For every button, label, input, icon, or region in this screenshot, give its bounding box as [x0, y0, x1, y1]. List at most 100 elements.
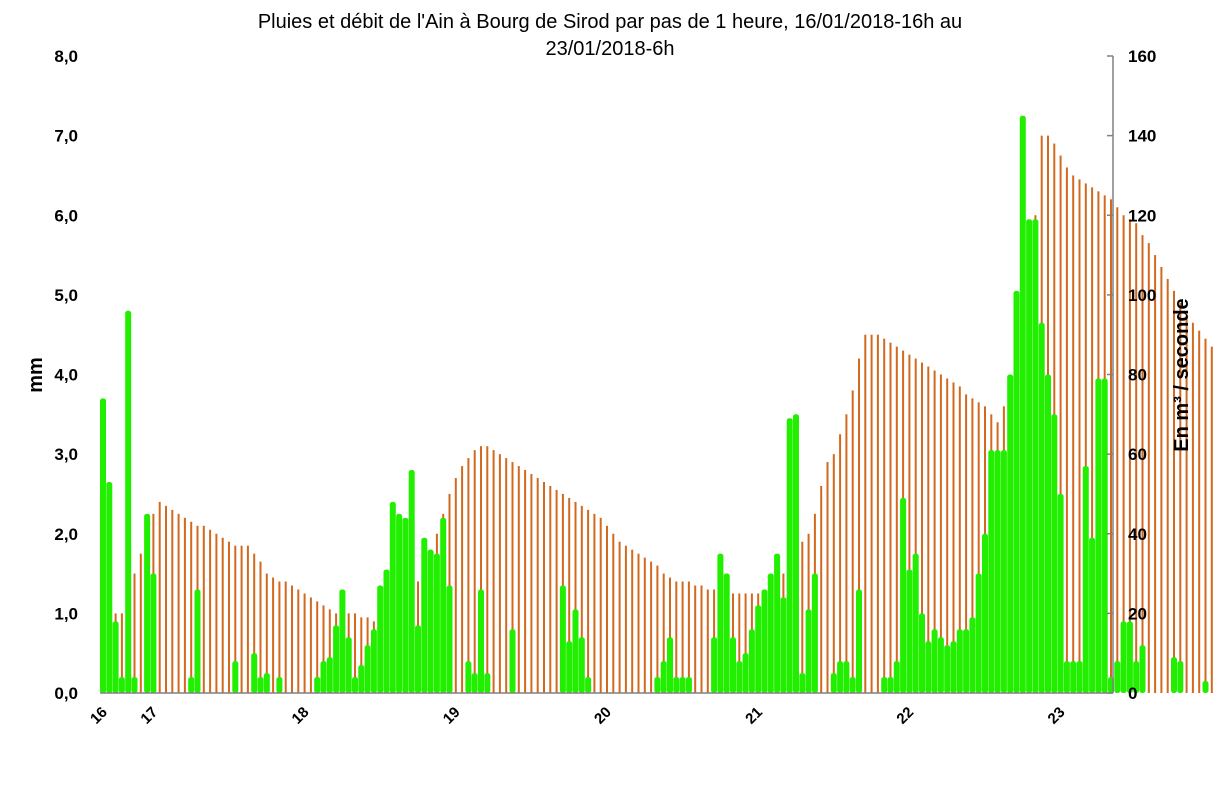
flow-bar [675, 581, 678, 693]
flow-bar [1065, 167, 1068, 694]
flow-bar [158, 501, 161, 693]
flow-bar [171, 509, 174, 693]
rain-bar [906, 569, 913, 693]
rain-bar [748, 629, 755, 693]
flow-bar [133, 573, 136, 693]
flow-bar [234, 545, 237, 693]
flow-bar [228, 541, 230, 693]
flow-bar [744, 593, 747, 693]
flow-bar [1191, 322, 1194, 693]
flow-bar [1091, 187, 1094, 693]
flow-bar [1128, 219, 1131, 694]
rain-bar [937, 637, 944, 693]
rain-bar [736, 661, 743, 693]
left-tick-label: 8,0 [54, 47, 78, 66]
right-tick-label: 20 [1128, 604, 1147, 623]
rain-bar [1032, 219, 1039, 694]
flow-bar [183, 517, 186, 693]
flow-bar [580, 505, 583, 693]
right-tick-label: 0 [1128, 684, 1137, 703]
rain-bar [1120, 621, 1127, 693]
rain-bar [112, 621, 119, 693]
flow-bar [1185, 314, 1188, 693]
rain-bar [667, 637, 673, 693]
flow-bar [851, 390, 854, 693]
rain-bar [786, 418, 793, 693]
flow-bar [517, 466, 520, 693]
x-tick-label: 19 [440, 704, 464, 728]
flow-bar [1147, 243, 1150, 693]
flow-bar [505, 458, 508, 693]
flow-bar [870, 334, 873, 693]
flow-bar [511, 462, 514, 693]
flow-bar [1116, 207, 1119, 694]
rain-bar [711, 637, 718, 693]
rain-bar [396, 513, 403, 693]
rain-bar [358, 665, 365, 693]
rain-bar [1114, 661, 1121, 693]
flow-bar [555, 489, 558, 693]
flow-bar [895, 346, 898, 693]
flow-bar [933, 370, 936, 693]
flow-bar [876, 334, 879, 693]
flow-bar [120, 613, 123, 694]
x-tick-label: 18 [289, 704, 313, 728]
flow-bar [681, 581, 684, 693]
flow-bar [291, 585, 293, 693]
right-tick-label: 160 [1128, 47, 1156, 66]
rain-bar [314, 677, 321, 693]
flow-bar [606, 525, 608, 693]
flow-bar [240, 545, 243, 693]
rain-bar [131, 677, 138, 693]
flow-bar [202, 525, 205, 693]
rain-bar [969, 617, 976, 693]
rain-bar [1171, 657, 1177, 693]
rain-bar [660, 661, 667, 693]
rain-bar [446, 585, 453, 693]
flow-bar [971, 398, 974, 693]
flow-bar [864, 334, 867, 693]
flow-bar [297, 589, 300, 693]
rain-bar [559, 585, 566, 693]
x-tick-label: 16 [87, 704, 111, 728]
flow-bar [687, 581, 690, 693]
rain-bar [1089, 537, 1096, 693]
flow-bar [643, 557, 646, 693]
flow-bar [272, 577, 275, 693]
rain-bar [333, 625, 340, 693]
rain-bar [1202, 681, 1209, 693]
flow-bar [1084, 183, 1087, 693]
rain-bar [931, 629, 938, 693]
rain-bar [1139, 645, 1146, 693]
left-tick-label: 5,0 [54, 286, 78, 305]
left-tick-label: 7,0 [54, 127, 78, 146]
rain-bar [276, 677, 283, 693]
flow-bar [1059, 155, 1062, 693]
rain-bar [912, 553, 919, 693]
flow-bar [1166, 278, 1169, 693]
x-tick-label: 17 [137, 704, 161, 728]
flow-bar [700, 585, 703, 693]
flow-bar [706, 589, 709, 693]
rain-bar [1063, 661, 1070, 693]
chart-title-line1: Pluies et débit de l'Ain à Bourg de Siro… [258, 11, 962, 33]
flow-bar [246, 545, 249, 693]
rain-bar [950, 641, 957, 693]
rain-bar [1000, 450, 1007, 693]
rain-bar [685, 677, 692, 693]
rain-bar [849, 677, 856, 693]
rain-bar [1013, 290, 1020, 693]
flow-bar [946, 378, 949, 693]
flow-bar [165, 505, 167, 693]
right-tick-label: 100 [1128, 286, 1156, 305]
flow-bar [530, 474, 533, 693]
y-axis-right-label: En m³ / seconde [1171, 298, 1193, 451]
right-tick-label: 120 [1128, 206, 1156, 225]
rain-bar [484, 673, 491, 693]
left-tick-label: 2,0 [54, 525, 78, 544]
rain-bar [144, 513, 151, 693]
flow-bar [965, 394, 968, 693]
flow-bar [328, 609, 331, 693]
rain-bar [975, 573, 982, 693]
rain-bar [408, 470, 415, 693]
